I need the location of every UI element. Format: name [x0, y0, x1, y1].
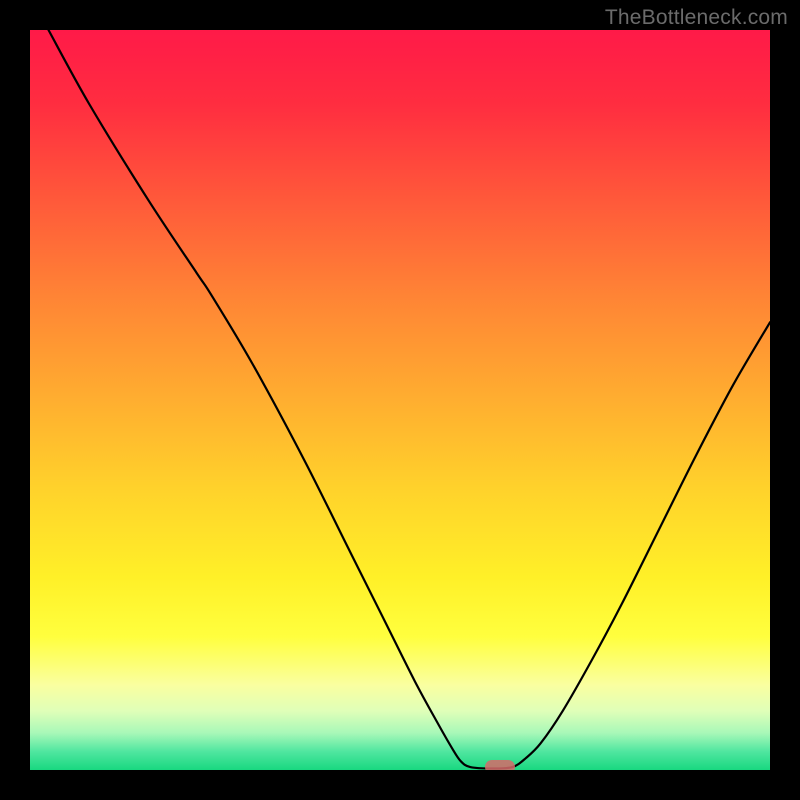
curve-svg	[30, 30, 770, 770]
watermark-text: TheBottleneck.com	[605, 6, 788, 30]
bottleneck-curve	[49, 30, 771, 769]
plot-area	[30, 30, 770, 770]
minimum-marker	[485, 760, 515, 770]
chart-container: TheBottleneck.com	[0, 0, 800, 800]
